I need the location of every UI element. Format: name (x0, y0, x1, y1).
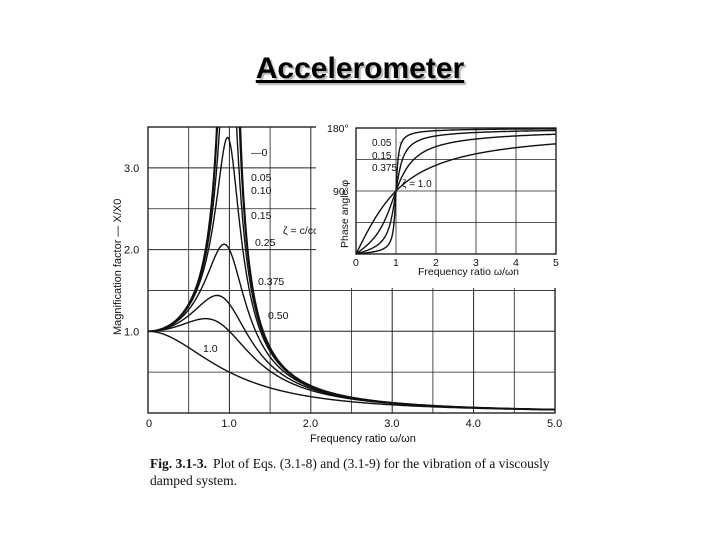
caption-text: Plot of Eqs. (3.1-8) and (3.1-9) for the… (150, 456, 550, 488)
phase-series-label-0.05: 0.05 (372, 138, 392, 149)
phase-series-label-0.15: 0.15 (372, 151, 392, 162)
phase-labels: 0 1 2 3 4 5 90° 180° Frequency ratio ω/ωn Phase a… (327, 123, 559, 278)
magnification-curves (148, 127, 555, 411)
x-axis-label: Frequency ratio ω/ωn (310, 433, 416, 445)
caption-label: Fig. 3.1-3. (150, 456, 207, 471)
series-label-0: —0 (251, 147, 268, 159)
magnification-curve-1.0 (148, 330, 555, 411)
phase-y-axis-label: Phase angle φ (339, 180, 351, 248)
phase-curve-0.375 (355, 133, 556, 255)
x-tick-label: 2.0 (303, 418, 318, 430)
x-tick-label: 4.0 (466, 418, 481, 430)
slide-title: Accelerometer (255, 52, 465, 85)
phase-x-tick-label: 4 (513, 257, 519, 269)
y-axis-label: Magnification factor — X/X0 (112, 199, 124, 335)
phase-frame (355, 127, 557, 255)
series-label-0.05: 0.05 (251, 172, 272, 184)
series-label-1.0: 1.0 (203, 343, 218, 355)
phase-grid (355, 127, 557, 255)
phase-curve-0.05 (356, 128, 556, 255)
phase-x-tick-label: 1 (393, 257, 399, 269)
phase-curve-1.0 (355, 143, 557, 255)
magnification-curve-0 (148, 127, 218, 333)
phase-y-tick-label: 180° (327, 123, 349, 135)
phase-x-tick-label: 3 (473, 257, 479, 269)
phase-x-tick-label: 2 (433, 257, 439, 269)
y-tick-label: 3.0 (124, 163, 139, 175)
phase-curves (355, 128, 557, 255)
phase-curve-0.15 (355, 129, 556, 255)
series-label-0.15: 0.15 (251, 210, 272, 222)
magnification-labels: 0 1.0 2.0 3.0 4.0 5.0 1.0 2.0 3.0 Frequency ratio… (112, 147, 562, 445)
x-tick-label: 3.0 (384, 418, 399, 430)
series-label-0.10: 0.10 (251, 185, 272, 197)
figure-caption: Fig. 3.1-3. Plot of Eqs. (3.1-8) and (3.1… (150, 455, 570, 489)
phase-x-tick-label: 0 (353, 257, 359, 269)
x-tick-label: 1.0 (221, 418, 236, 430)
x-tick-label: 5.0 (547, 418, 562, 430)
phase-y-tick-label: 90° (333, 186, 349, 198)
zeta-definition-label: ζ = c/cc (283, 225, 318, 237)
phase-series-label-0.375: 0.375 (372, 163, 397, 174)
phase-series-label-1.0: ζ = 1.0 (402, 179, 432, 190)
series-label-0.25: 0.25 (255, 237, 276, 249)
series-label-0.375: 0.375 (258, 276, 284, 288)
y-tick-label: 1.0 (124, 326, 139, 338)
y-tick-label: 2.0 (124, 245, 139, 257)
series-label-0.50: 0.50 (268, 310, 289, 322)
phase-x-tick-label: 5 (553, 257, 559, 269)
x-tick-label: 0 (146, 418, 152, 430)
phase-x-axis-label: Frequency ratio ω/ωn (418, 266, 519, 278)
